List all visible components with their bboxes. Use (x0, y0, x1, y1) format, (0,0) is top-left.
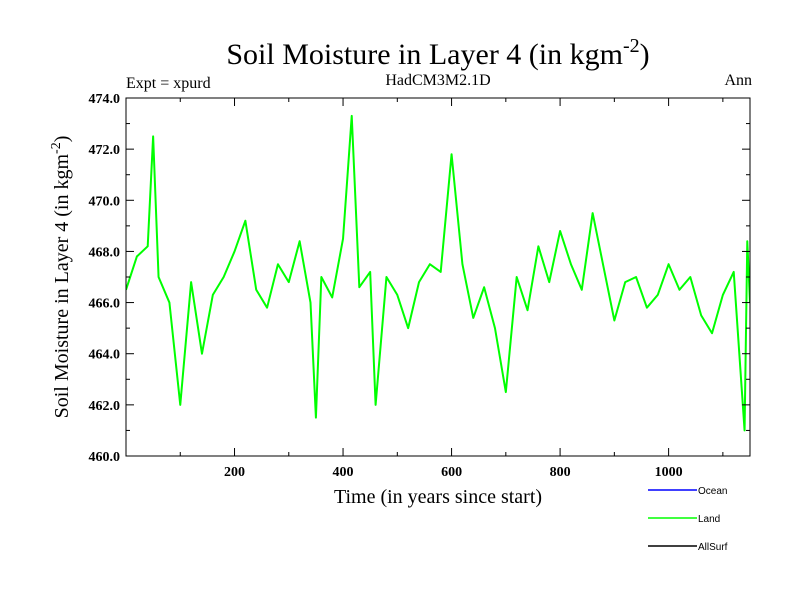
series-group (126, 114, 750, 432)
period-label: Ann (724, 72, 752, 89)
y-tick-label: 464.0 (89, 348, 121, 363)
x-tick-label: 1000 (655, 465, 683, 480)
legend-label-land: Land (698, 514, 720, 525)
x-axis-label: Time (in years since start) (334, 486, 542, 508)
y-tick-label: 474.0 (89, 92, 121, 107)
plot-frame (125, 97, 751, 457)
y-tick-label: 472.0 (89, 143, 121, 158)
legend-label-allsurf: AllSurf (698, 542, 728, 553)
experiment-label: Expt = xpurd (126, 75, 211, 92)
x-tick-label: 600 (441, 465, 462, 480)
y-tick-label: 468.0 (89, 245, 121, 260)
chart-title-suffix: ) (640, 38, 650, 71)
series-line-land (126, 114, 750, 432)
legend-label-ocean: Ocean (698, 486, 727, 497)
y-tick-label: 466.0 (89, 297, 121, 312)
y-axis-label-superscript: -2 (49, 142, 64, 154)
chart-title: Soil Moisture in Layer 4 (in kgm-2) (226, 35, 649, 71)
chart-title-superscript: -2 (623, 35, 640, 57)
y-axis-label: Soil Moisture in Layer 4 (in kgm-2) (49, 136, 73, 419)
y-tick-label: 470.0 (89, 194, 121, 209)
x-tick-label: 800 (550, 465, 571, 480)
y-tick-label: 462.0 (89, 399, 121, 414)
chart-legend: Ocean Land AllSurf (648, 486, 728, 553)
x-axis-ticks: 200 400 600 800 1000 (179, 98, 724, 480)
chart-title-main: Soil Moisture in Layer 4 (in kgm (226, 38, 623, 71)
x-tick-label: 400 (333, 465, 354, 480)
x-tick-label: 200 (224, 465, 245, 480)
y-axis-label-suffix: ) (51, 136, 73, 143)
y-axis-label-main: Soil Moisture in Layer 4 (in kgm (51, 154, 73, 419)
y-tick-label: 460.0 (89, 450, 121, 465)
model-label: HadCM3M2.1D (385, 72, 490, 89)
y-axis-ticks: 460.0 462.0 464.0 466.0 468.0 470.0 472.0 474.0 (89, 92, 750, 465)
